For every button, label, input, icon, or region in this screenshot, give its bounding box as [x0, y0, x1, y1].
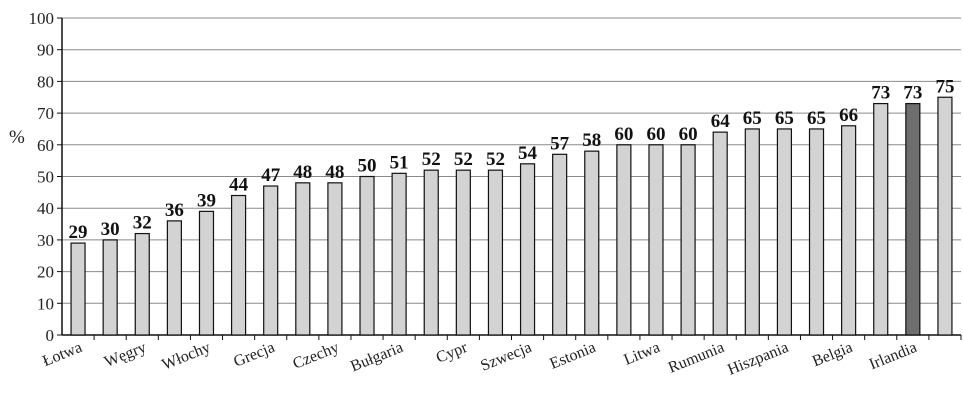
category-label: Cypr [434, 339, 471, 367]
bar [905, 102, 921, 336]
bar [359, 175, 375, 336]
data-label: 54 [518, 143, 538, 164]
y-tick-label: 90 [37, 41, 54, 60]
data-label: 52 [422, 149, 441, 170]
category-label: Hiszpania [725, 339, 791, 379]
bar [552, 153, 568, 336]
data-label: 36 [165, 200, 184, 221]
bar [423, 169, 439, 336]
y-tick-label: 10 [37, 294, 54, 313]
data-label: 58 [582, 130, 601, 151]
bar [327, 182, 343, 336]
gridlines [61, 17, 961, 336]
data-label: 48 [325, 162, 344, 183]
bar [841, 125, 857, 336]
bar [776, 128, 793, 336]
data-label: 73 [871, 83, 890, 104]
data-labels: 29 30 32 36 39 44 47 48 48 50 51 52 52 52 54 57 58 60 60 60… [69, 76, 955, 243]
data-label: 60 [614, 124, 633, 145]
bar [70, 242, 86, 336]
category-label: Czechy [291, 339, 342, 373]
bar [134, 232, 150, 336]
bar [295, 182, 311, 336]
y-tick-label: 60 [37, 136, 54, 155]
bar [937, 96, 953, 336]
data-label: 60 [646, 124, 665, 145]
bar [712, 131, 728, 336]
y-tick-label: 0 [46, 326, 55, 345]
data-label: 52 [454, 149, 473, 170]
x-axis-categories: Łotwa Węgry Włochy Grecja Czechy Bułgaria Cypr… [40, 335, 962, 379]
bar [487, 169, 504, 336]
data-label: 44 [229, 175, 249, 196]
category-label: Irlandia [867, 339, 919, 373]
bar [519, 163, 536, 336]
bar [584, 150, 600, 336]
bar [198, 210, 215, 336]
category-label: Grecja [231, 339, 277, 371]
bar [873, 102, 889, 336]
bar [230, 194, 247, 336]
bar [391, 172, 407, 336]
y-axis-label: % [9, 127, 25, 148]
category-label: Włochy [160, 339, 213, 374]
data-label: 52 [486, 149, 505, 170]
bar [808, 128, 825, 336]
data-label: 65 [775, 108, 794, 129]
data-label: 75 [935, 76, 954, 97]
category-label: Bułgaria [348, 339, 405, 375]
y-tick-label: 80 [37, 72, 54, 91]
category-label: Litwa [622, 339, 663, 369]
category-label: Belgia [810, 339, 855, 370]
data-label: 57 [550, 133, 570, 154]
y-tick-label: 40 [37, 199, 54, 218]
bar [102, 239, 118, 336]
bar [166, 220, 182, 336]
data-label: 47 [261, 165, 281, 186]
data-label: 50 [358, 156, 377, 177]
y-axis-ticks: 0 10 20 30 40 50 60 70 80 90 100 [29, 9, 62, 345]
data-label: 29 [69, 222, 88, 243]
data-label: 48 [293, 162, 312, 183]
data-label: 65 [743, 108, 762, 129]
y-tick-label: 20 [37, 263, 54, 282]
data-label: 73 [903, 83, 922, 104]
data-label: 51 [390, 152, 409, 173]
category-label: Szwecja [478, 339, 534, 375]
y-tick-label: 30 [37, 231, 54, 250]
bars [70, 96, 953, 336]
bar [455, 169, 471, 336]
data-label: 39 [197, 190, 216, 211]
data-label: 65 [807, 108, 826, 129]
data-label: 30 [101, 219, 120, 240]
bar [648, 144, 664, 336]
bar [744, 128, 760, 336]
data-label: 66 [839, 105, 858, 126]
data-label: 60 [679, 124, 698, 145]
data-label: 32 [133, 213, 152, 234]
category-label: Rumunia [666, 339, 727, 377]
y-tick-label: 100 [29, 9, 55, 28]
y-tick-label: 50 [37, 168, 54, 187]
bar [680, 144, 696, 336]
category-label: Węgry [102, 339, 149, 371]
y-tick-label: 70 [37, 104, 54, 123]
data-label: 64 [711, 111, 731, 132]
bar [263, 185, 279, 336]
bar [616, 144, 632, 336]
category-label: Estonia [547, 339, 598, 373]
